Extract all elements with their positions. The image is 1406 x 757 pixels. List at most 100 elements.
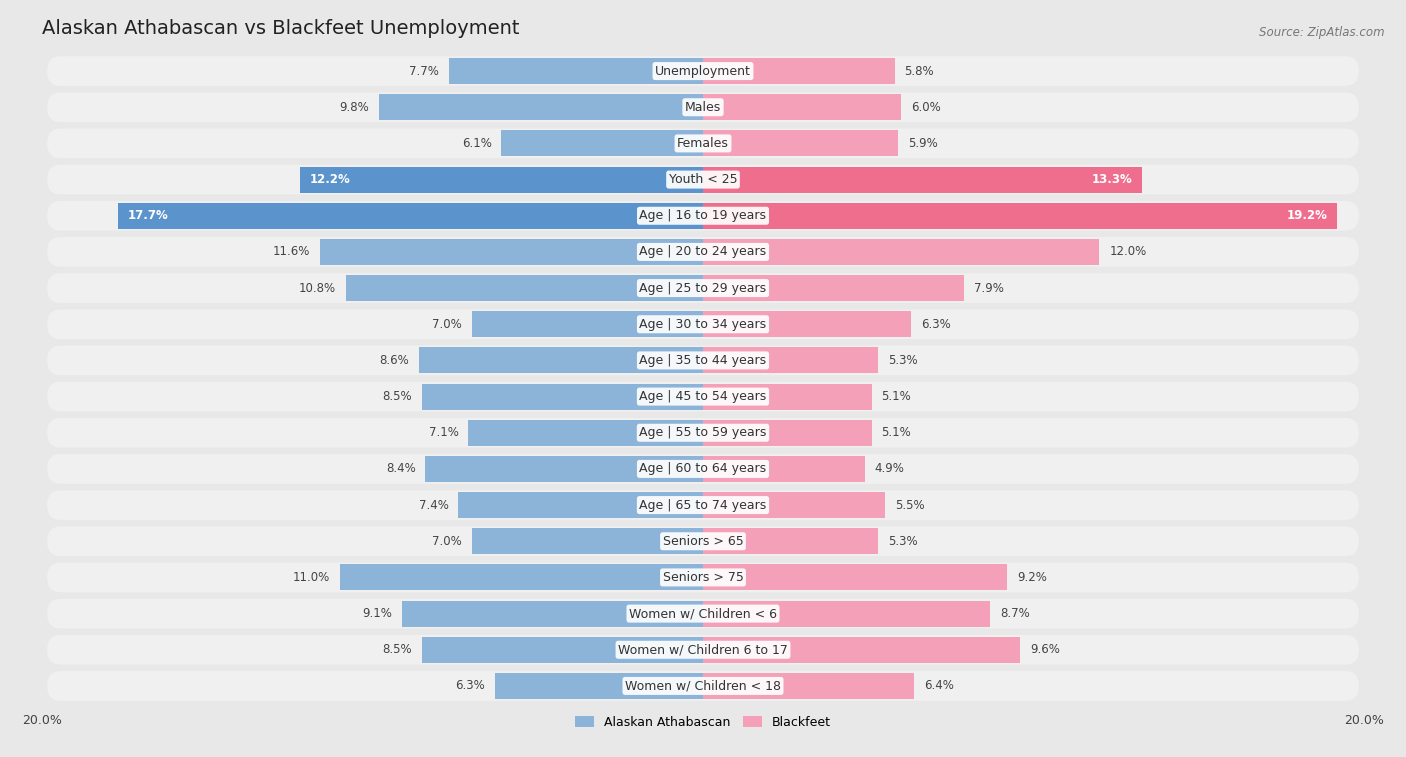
Text: Seniors > 75: Seniors > 75 xyxy=(662,571,744,584)
FancyBboxPatch shape xyxy=(48,599,1358,628)
FancyBboxPatch shape xyxy=(48,237,1358,266)
Text: 8.7%: 8.7% xyxy=(1001,607,1031,620)
FancyBboxPatch shape xyxy=(48,382,1358,411)
Text: Age | 20 to 24 years: Age | 20 to 24 years xyxy=(640,245,766,258)
Text: Women w/ Children 6 to 17: Women w/ Children 6 to 17 xyxy=(619,643,787,656)
FancyBboxPatch shape xyxy=(48,129,1358,158)
Text: 7.1%: 7.1% xyxy=(429,426,458,439)
Text: 8.5%: 8.5% xyxy=(382,390,412,403)
Bar xyxy=(703,94,901,120)
Text: Women w/ Children < 18: Women w/ Children < 18 xyxy=(626,680,780,693)
FancyBboxPatch shape xyxy=(48,346,1358,375)
Text: 4.9%: 4.9% xyxy=(875,463,904,475)
Bar xyxy=(468,419,703,446)
FancyBboxPatch shape xyxy=(48,310,1358,339)
Text: 7.0%: 7.0% xyxy=(432,318,461,331)
Text: 13.3%: 13.3% xyxy=(1092,173,1133,186)
Bar xyxy=(703,600,990,627)
Text: 5.9%: 5.9% xyxy=(908,137,938,150)
Text: Alaskan Athabascan vs Blackfeet Unemployment: Alaskan Athabascan vs Blackfeet Unemploy… xyxy=(42,18,520,38)
Text: Females: Females xyxy=(678,137,728,150)
Bar xyxy=(703,311,911,338)
Text: Age | 30 to 34 years: Age | 30 to 34 years xyxy=(640,318,766,331)
Bar xyxy=(703,203,1337,229)
FancyBboxPatch shape xyxy=(48,562,1358,592)
Bar xyxy=(703,492,884,518)
Bar xyxy=(449,58,703,84)
Bar xyxy=(703,347,879,373)
Bar xyxy=(703,130,898,157)
Text: 9.6%: 9.6% xyxy=(1031,643,1060,656)
Text: Women w/ Children < 6: Women w/ Children < 6 xyxy=(628,607,778,620)
Bar xyxy=(703,637,1021,663)
Bar xyxy=(502,130,703,157)
Text: 8.4%: 8.4% xyxy=(385,463,416,475)
Text: 5.1%: 5.1% xyxy=(882,426,911,439)
Text: Unemployment: Unemployment xyxy=(655,64,751,77)
FancyBboxPatch shape xyxy=(48,273,1358,303)
Text: 5.8%: 5.8% xyxy=(904,64,934,77)
Text: 11.0%: 11.0% xyxy=(292,571,329,584)
Bar xyxy=(703,384,872,410)
FancyBboxPatch shape xyxy=(48,418,1358,447)
Text: Source: ZipAtlas.com: Source: ZipAtlas.com xyxy=(1260,26,1385,39)
Text: Males: Males xyxy=(685,101,721,114)
Bar xyxy=(703,528,879,554)
Text: 9.2%: 9.2% xyxy=(1017,571,1046,584)
Text: 6.4%: 6.4% xyxy=(924,680,955,693)
Text: 6.0%: 6.0% xyxy=(911,101,941,114)
Text: 8.6%: 8.6% xyxy=(380,354,409,367)
Text: 5.1%: 5.1% xyxy=(882,390,911,403)
Bar xyxy=(703,419,872,446)
Bar xyxy=(319,239,703,265)
Text: 9.1%: 9.1% xyxy=(363,607,392,620)
Text: 5.3%: 5.3% xyxy=(889,534,918,548)
Bar xyxy=(380,94,703,120)
Bar xyxy=(458,492,703,518)
Text: 8.5%: 8.5% xyxy=(382,643,412,656)
Bar xyxy=(703,239,1099,265)
Bar xyxy=(703,275,965,301)
Text: Youth < 25: Youth < 25 xyxy=(669,173,737,186)
FancyBboxPatch shape xyxy=(48,92,1358,122)
Bar xyxy=(703,167,1143,192)
FancyBboxPatch shape xyxy=(48,56,1358,86)
FancyBboxPatch shape xyxy=(48,635,1358,665)
Text: 6.1%: 6.1% xyxy=(461,137,492,150)
Text: 5.3%: 5.3% xyxy=(889,354,918,367)
Text: 19.2%: 19.2% xyxy=(1286,209,1327,223)
Bar xyxy=(346,275,703,301)
Bar xyxy=(471,311,703,338)
Bar xyxy=(703,565,1007,590)
Bar xyxy=(471,528,703,554)
Bar xyxy=(703,58,894,84)
Bar xyxy=(422,637,703,663)
Text: 10.8%: 10.8% xyxy=(299,282,336,294)
Text: 6.3%: 6.3% xyxy=(921,318,950,331)
Text: Age | 65 to 74 years: Age | 65 to 74 years xyxy=(640,499,766,512)
Bar xyxy=(419,347,703,373)
Text: 17.7%: 17.7% xyxy=(128,209,169,223)
Legend: Alaskan Athabascan, Blackfeet: Alaskan Athabascan, Blackfeet xyxy=(571,711,835,734)
FancyBboxPatch shape xyxy=(48,165,1358,195)
FancyBboxPatch shape xyxy=(48,201,1358,231)
Text: Age | 16 to 19 years: Age | 16 to 19 years xyxy=(640,209,766,223)
Text: 7.7%: 7.7% xyxy=(409,64,439,77)
FancyBboxPatch shape xyxy=(48,671,1358,701)
Bar xyxy=(495,673,703,699)
Text: 12.0%: 12.0% xyxy=(1109,245,1147,258)
Text: 6.3%: 6.3% xyxy=(456,680,485,693)
Text: Age | 60 to 64 years: Age | 60 to 64 years xyxy=(640,463,766,475)
Text: 11.6%: 11.6% xyxy=(273,245,309,258)
FancyBboxPatch shape xyxy=(48,491,1358,520)
Text: Age | 45 to 54 years: Age | 45 to 54 years xyxy=(640,390,766,403)
Text: Age | 25 to 29 years: Age | 25 to 29 years xyxy=(640,282,766,294)
Text: 7.4%: 7.4% xyxy=(419,499,449,512)
Text: 5.5%: 5.5% xyxy=(894,499,924,512)
Bar xyxy=(422,384,703,410)
Bar xyxy=(402,600,703,627)
FancyBboxPatch shape xyxy=(48,454,1358,484)
Text: 12.2%: 12.2% xyxy=(309,173,350,186)
Bar xyxy=(339,565,703,590)
Text: Age | 35 to 44 years: Age | 35 to 44 years xyxy=(640,354,766,367)
